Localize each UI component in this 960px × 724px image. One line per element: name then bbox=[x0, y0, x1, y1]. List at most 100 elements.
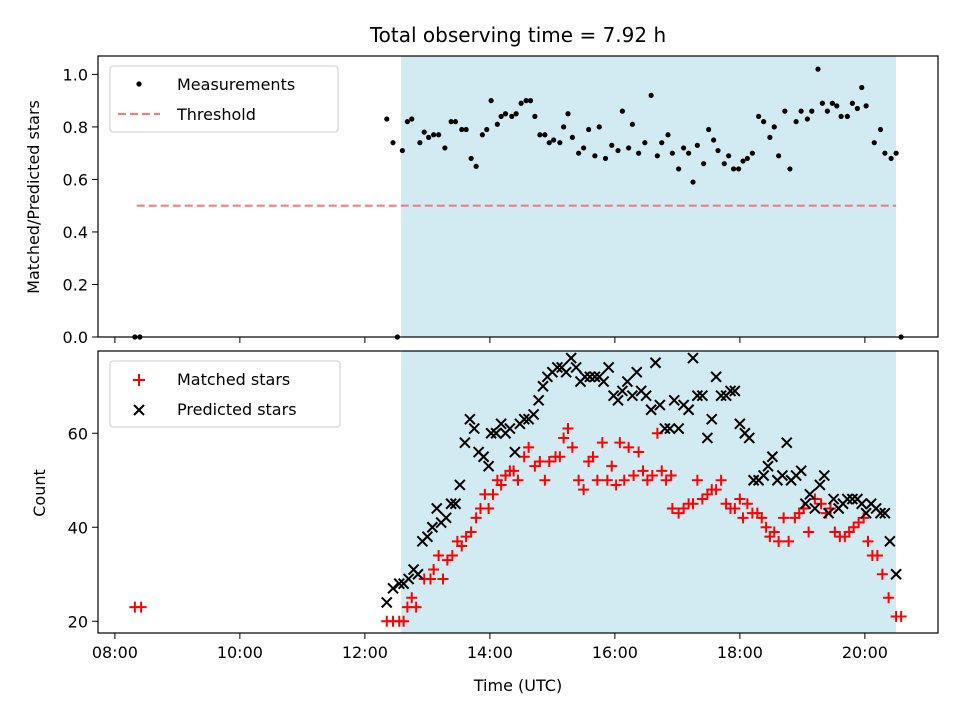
count-series-1 bbox=[381, 352, 902, 609]
matched-star-point bbox=[534, 455, 546, 467]
matched-star-point bbox=[710, 484, 722, 496]
predicted-star-point bbox=[616, 385, 629, 397]
predicted-star-point bbox=[687, 352, 699, 364]
measurement-point bbox=[834, 103, 840, 109]
predicted-star-point bbox=[454, 479, 466, 491]
matched-star-point bbox=[587, 451, 599, 463]
matched-star-point bbox=[470, 512, 482, 524]
matched-star-point bbox=[665, 470, 677, 482]
measurement-point bbox=[602, 155, 609, 162]
count-x-tick-label: 12:00 bbox=[342, 643, 388, 662]
measurement-point bbox=[527, 98, 534, 104]
predicted-star-point bbox=[402, 573, 415, 585]
x-axis-label: Time (UTC) bbox=[473, 676, 562, 695]
measurement-point bbox=[442, 145, 448, 151]
matched-star-point bbox=[601, 474, 613, 486]
measurement-point bbox=[829, 100, 835, 106]
matched-star-point bbox=[578, 484, 590, 496]
predicted-star-point bbox=[710, 371, 722, 383]
predicted-star-point bbox=[809, 502, 821, 515]
matched-star-point bbox=[135, 601, 147, 613]
measurement-point bbox=[849, 100, 855, 106]
predicted-star-point bbox=[449, 498, 462, 510]
predicted-star-point bbox=[766, 451, 779, 463]
count-y-tick-label: 20 bbox=[68, 612, 88, 631]
matched-star-point bbox=[641, 474, 653, 486]
predicted-star-point bbox=[776, 469, 789, 482]
measurement-point bbox=[736, 166, 742, 172]
predicted-star-point bbox=[579, 371, 591, 383]
predicted-star-point bbox=[482, 460, 495, 472]
matched-star-point bbox=[539, 474, 551, 486]
predicted-star-point bbox=[602, 361, 615, 374]
predicted-star-point bbox=[682, 404, 695, 416]
measurement-point bbox=[542, 132, 548, 138]
predicted-star-point bbox=[879, 507, 891, 519]
matched-star-point bbox=[741, 498, 753, 510]
matched-star-point bbox=[614, 437, 626, 449]
threshold-legend-label: Threshold bbox=[176, 105, 256, 124]
matched-star-point bbox=[441, 554, 453, 566]
predicted-star-point bbox=[757, 469, 770, 482]
measurement-point bbox=[648, 92, 654, 98]
predicted-star-point bbox=[860, 507, 872, 519]
measurement-point bbox=[431, 132, 437, 138]
predicted-star-point bbox=[509, 446, 521, 458]
measurement-point bbox=[479, 132, 485, 138]
matched-star-point bbox=[446, 549, 458, 561]
count-x-tick-label: 20:00 bbox=[842, 643, 888, 662]
measurement-point bbox=[463, 126, 469, 133]
matched-star-point bbox=[425, 573, 436, 585]
ratio-plot-frame bbox=[97, 55, 939, 338]
measurement-point bbox=[761, 119, 767, 125]
predicted-star-point bbox=[856, 498, 868, 510]
matched-star-point bbox=[437, 573, 449, 585]
measurement-point bbox=[468, 155, 474, 162]
matched-star-point bbox=[518, 451, 530, 463]
matched-star-point bbox=[729, 502, 741, 514]
count-x-tick-label: 08:00 bbox=[92, 643, 138, 662]
count-legend-frame bbox=[109, 360, 341, 428]
matched-star-point bbox=[829, 526, 841, 538]
matched-star-point bbox=[465, 526, 477, 538]
measurement-point bbox=[436, 132, 442, 138]
measurement-point bbox=[561, 124, 567, 130]
matched-star-point bbox=[487, 488, 499, 500]
measurement-point bbox=[417, 140, 423, 146]
measurement-point bbox=[523, 98, 529, 104]
measurement-point bbox=[484, 126, 490, 133]
matched-star-point bbox=[737, 512, 749, 524]
measurement-point bbox=[399, 147, 405, 154]
measurement-point bbox=[787, 166, 793, 172]
matched-star-point bbox=[815, 498, 827, 510]
matched-star-point bbox=[558, 432, 570, 444]
ratio-y-tick-label: 0.2 bbox=[63, 275, 88, 294]
matched-star-point bbox=[495, 479, 507, 491]
ratio-y-tick-label: 1.0 bbox=[63, 65, 88, 84]
ratio-y-tick-label: 0.8 bbox=[63, 118, 88, 137]
measurement-point bbox=[592, 153, 598, 159]
matched-star-point bbox=[456, 540, 468, 552]
measurements-legend-marker bbox=[136, 81, 142, 87]
predicted-star-point bbox=[822, 507, 835, 519]
matched-star-point bbox=[883, 592, 895, 604]
measurement-point bbox=[798, 108, 804, 114]
measurement-point bbox=[744, 155, 750, 162]
ratio-legend: Measurements Threshold bbox=[109, 65, 339, 133]
measurement-point bbox=[711, 137, 717, 143]
measurement-point bbox=[694, 142, 700, 148]
ratio-y-tick-label: 0.0 bbox=[63, 328, 88, 347]
predicted-star-point bbox=[884, 535, 896, 548]
predicted-star-point bbox=[668, 394, 680, 407]
measurement-point bbox=[636, 150, 642, 156]
measurement-point bbox=[654, 153, 660, 159]
matched-star-point bbox=[691, 474, 703, 486]
measurement-point bbox=[731, 166, 737, 172]
measurement-point bbox=[782, 108, 788, 114]
ratio-series-0 bbox=[132, 66, 904, 340]
measurement-point bbox=[838, 113, 844, 120]
measurement-point bbox=[537, 132, 543, 138]
predicted-star-point bbox=[412, 568, 424, 580]
matched-star-point bbox=[760, 521, 772, 533]
